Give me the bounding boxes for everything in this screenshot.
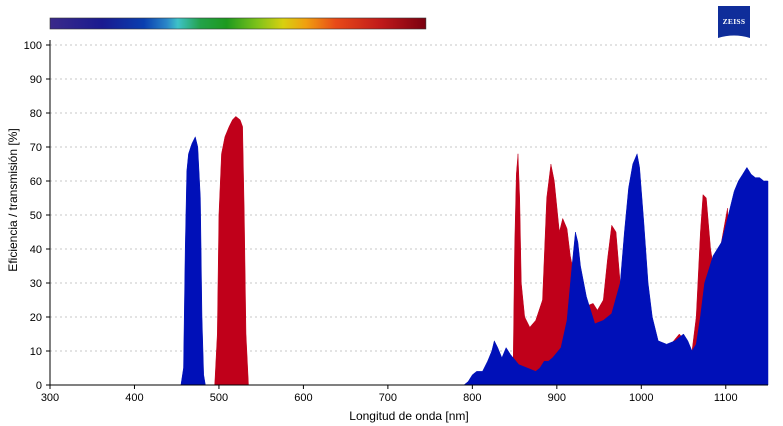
series-area-2 <box>180 136 769 386</box>
x-ticks: 300 400 500 600 700 800 900 1000 1100 <box>41 385 738 404</box>
y-tick-label: 20 <box>30 312 42 324</box>
x-tick-label: 300 <box>41 392 59 404</box>
y-ticks: 0 10 20 30 40 50 60 70 80 90 100 <box>24 40 50 392</box>
spectrum-bar <box>49 17 427 30</box>
zeiss-logo-text: ZEISS <box>723 17 746 26</box>
y-tick-label: 50 <box>30 210 42 222</box>
x-tick-label: 800 <box>463 392 481 404</box>
y-tick-label: 30 <box>30 278 42 290</box>
y-axis-title: Eficiencia / transmisión [%] <box>6 128 20 271</box>
y-tick-label: 80 <box>30 108 42 120</box>
gridlines <box>50 44 768 352</box>
y-tick-label: 100 <box>24 40 42 52</box>
series-area-1 <box>214 116 731 386</box>
zeiss-logo: ZEISS <box>718 6 750 38</box>
x-tick-label: 1100 <box>714 392 738 404</box>
y-tick-label: 70 <box>30 142 42 154</box>
x-tick-label: 1000 <box>629 392 653 404</box>
y-tick-label: 60 <box>30 176 42 188</box>
x-axis-title: Longitud de onda [nm] <box>349 409 468 423</box>
x-tick-label: 700 <box>379 392 397 404</box>
x-tick-label: 400 <box>125 392 143 404</box>
y-tick-label: 40 <box>30 244 42 256</box>
y-tick-label: 0 <box>36 380 42 392</box>
y-tick-label: 90 <box>30 74 42 86</box>
y-tick-label: 10 <box>30 346 42 358</box>
zeiss-logo-shape <box>718 6 750 38</box>
x-tick-label: 600 <box>294 392 312 404</box>
x-tick-label: 500 <box>210 392 228 404</box>
series-areas <box>180 116 769 386</box>
x-tick-label: 900 <box>548 392 566 404</box>
